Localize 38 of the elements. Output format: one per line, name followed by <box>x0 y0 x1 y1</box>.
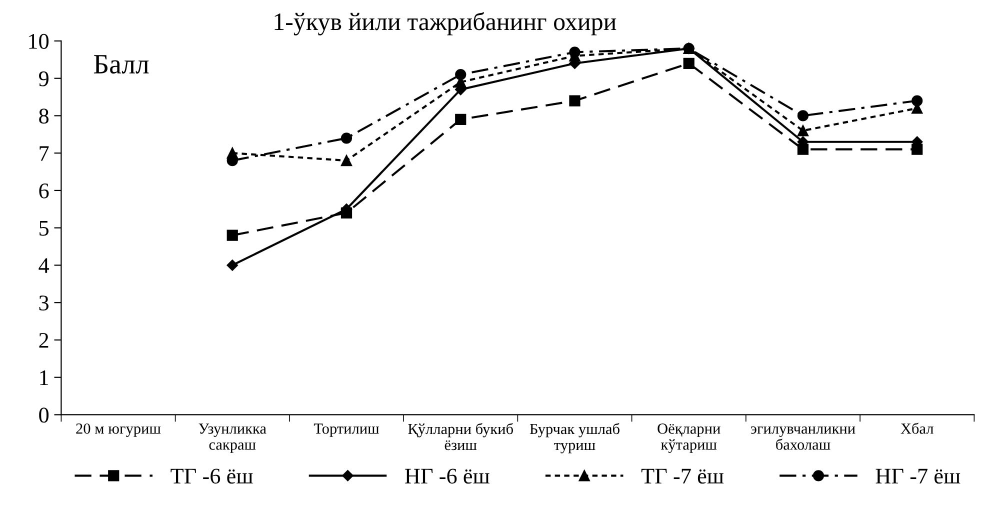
y-axis-title: Балл <box>94 55 149 74</box>
x-tick-label: Қўлларни букиб ёзиш <box>408 423 513 450</box>
point <box>455 114 466 126</box>
x-tick-label: Хбал <box>900 422 934 434</box>
chart-title: 1-ўкув йили тажрибанинг охири <box>274 12 616 36</box>
point <box>797 125 809 136</box>
y-tick-label: 8 <box>39 108 49 124</box>
y-tick-label: 6 <box>39 183 49 198</box>
point <box>569 46 580 58</box>
point <box>340 155 352 166</box>
point <box>226 230 238 241</box>
point <box>683 42 694 54</box>
legend-label: ТГ -7 ёш <box>641 468 724 484</box>
y-tick-label: 1 <box>40 370 48 386</box>
point <box>569 95 580 106</box>
y-tick-label: 7 <box>40 146 49 161</box>
legend-label: НГ -7 ёш <box>876 468 960 484</box>
x-tick-label: эгилувчанликни бахолаш <box>750 426 856 450</box>
y-tick-label: 0 <box>39 408 49 423</box>
legend-label: ТГ -6 ёш <box>170 468 253 484</box>
point <box>340 132 352 144</box>
x-tick-label: Тортилиш <box>314 424 380 437</box>
y-tick-label: 2 <box>39 332 48 348</box>
x-tick-label: Узунликка сакраш <box>198 424 266 453</box>
point <box>226 260 238 271</box>
point <box>683 58 694 69</box>
y-tick-label: 3 <box>39 296 49 311</box>
point <box>455 69 466 80</box>
point <box>797 110 809 122</box>
x-tick-label: 20 м югуриш <box>76 423 161 437</box>
point <box>912 95 923 106</box>
y-tick-label: 5 <box>40 221 49 236</box>
x-tick-label: Оёқларни кўтариш <box>658 424 720 453</box>
y-tick-label: 4 <box>38 258 50 273</box>
legend-label: НГ -6 ёш <box>405 468 490 484</box>
y-tick-label: 10 <box>29 34 49 49</box>
y-tick-label: 9 <box>38 71 48 86</box>
x-tick-label: Бурчак ушлаб туриш <box>530 423 620 454</box>
